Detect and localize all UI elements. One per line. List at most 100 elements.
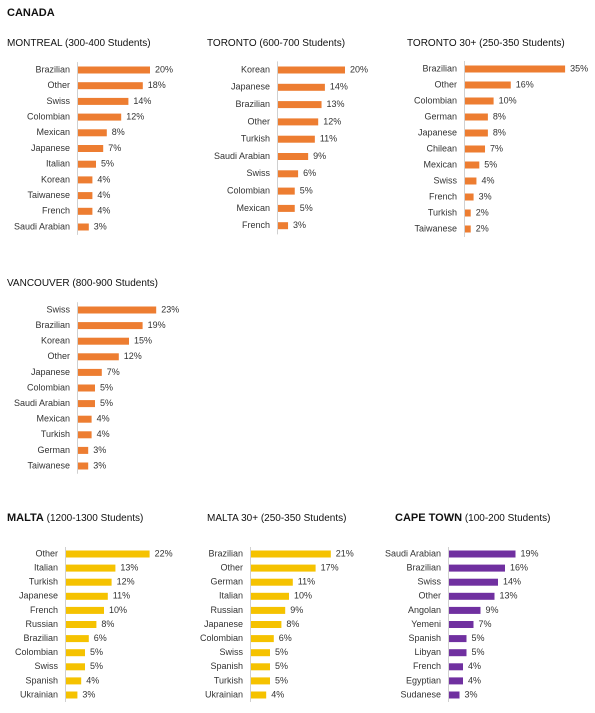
category-label: Taiwanese: [27, 190, 70, 200]
value-label: 4%: [468, 675, 481, 685]
value-label: 4%: [481, 175, 494, 185]
chart-subtitle: (250-350 Students): [261, 513, 347, 524]
category-label: Colombian: [27, 382, 70, 392]
category-label: Other: [247, 116, 270, 126]
bar: [465, 161, 480, 169]
value-label: 4%: [97, 174, 110, 184]
category-label: Saudi Arabian: [14, 398, 70, 408]
category-label: Colombian: [15, 647, 58, 657]
category-label: Sudanese: [400, 689, 441, 699]
bar: [66, 677, 82, 685]
chart-title: CAPE TOWN (100-200 Students): [395, 512, 550, 524]
chart-subtitle: (250-350 Students): [479, 38, 565, 49]
bar: [78, 113, 122, 121]
bar: [66, 564, 116, 572]
value-label: 7%: [108, 143, 121, 153]
bar: [251, 592, 289, 600]
value-label: 5%: [472, 633, 485, 643]
bar: [251, 663, 270, 671]
value-label: 5%: [90, 647, 103, 657]
bar: [78, 400, 95, 408]
category-label: German: [424, 111, 457, 121]
chart-title-name: TORONTO 30+: [407, 38, 477, 49]
value-label: 21%: [336, 548, 354, 558]
category-label: Other: [35, 548, 58, 558]
category-label: Saudi Arabian: [385, 548, 441, 558]
value-label: 18%: [148, 80, 166, 90]
bar: [251, 677, 270, 685]
bar: [465, 177, 477, 185]
category-label: Angolan: [408, 605, 441, 615]
value-label: 4%: [97, 414, 110, 424]
value-label: 3%: [94, 221, 107, 231]
category-label: Ukrainian: [205, 689, 243, 699]
value-label: 5%: [100, 382, 113, 392]
bar: [78, 207, 93, 215]
category-label: Brazilian: [35, 64, 70, 74]
bar: [278, 204, 295, 212]
bar: [78, 431, 92, 439]
bar: [251, 649, 270, 657]
bar: [251, 606, 286, 614]
bar: [251, 578, 293, 586]
value-label: 2%: [476, 223, 489, 233]
value-label: 22%: [155, 548, 173, 558]
bar: [66, 606, 104, 614]
bar: [66, 578, 112, 586]
chart-title-name: MALTA 30+: [207, 513, 258, 524]
value-label: 7%: [107, 367, 120, 377]
chart-title: MALTA 30+ (250-350 Students): [207, 513, 346, 524]
category-label: French: [413, 661, 441, 671]
chart-title-name: VANCOUVER: [7, 278, 70, 289]
chart-title-name: MONTREAL: [7, 38, 63, 49]
category-label: Taiwanese: [27, 460, 70, 470]
bar: [278, 66, 345, 74]
value-label: 5%: [275, 661, 288, 671]
bar: [78, 160, 96, 168]
bar: [78, 368, 102, 376]
bar: [465, 209, 471, 217]
value-label: 8%: [101, 619, 114, 629]
category-label: Brazilian: [23, 633, 58, 643]
bar: [78, 462, 89, 470]
value-label: 3%: [479, 191, 492, 201]
value-label: 5%: [101, 159, 114, 169]
value-label: 5%: [300, 203, 313, 213]
chart-subtitle: (100-200 Students): [465, 513, 551, 524]
value-label: 14%: [133, 96, 151, 106]
chart-title: TORONTO 30+ (250-350 Students): [407, 38, 565, 49]
bar: [449, 663, 463, 671]
bar: [251, 564, 316, 572]
category-label: Russian: [25, 619, 58, 629]
category-label: Italian: [34, 562, 58, 572]
category-label: Yemeni: [411, 619, 441, 629]
value-label: 8%: [493, 111, 506, 121]
value-label: 20%: [350, 64, 368, 74]
value-label: 19%: [521, 548, 539, 558]
value-label: 14%: [330, 82, 348, 92]
value-label: 11%: [298, 577, 315, 587]
category-label: French: [42, 206, 70, 216]
category-label: Ukrainian: [20, 689, 58, 699]
category-label: Japanese: [31, 143, 70, 153]
value-label: 5%: [484, 159, 497, 169]
category-label: Korean: [41, 174, 70, 184]
value-label: 12%: [117, 577, 135, 587]
category-label: Libyan: [414, 647, 441, 657]
value-label: 3%: [93, 460, 106, 470]
value-label: 4%: [97, 429, 110, 439]
category-label: Other: [47, 80, 70, 90]
category-label: German: [210, 577, 243, 587]
category-label: Brazilian: [235, 99, 270, 109]
category-label: Other: [220, 562, 243, 572]
heading: CANADA: [7, 7, 55, 19]
category-label: Japanese: [418, 127, 457, 137]
value-label: 4%: [86, 675, 99, 685]
category-label: Swiss: [34, 661, 58, 671]
bar: [465, 225, 471, 233]
bar: [78, 97, 129, 105]
bar: [78, 384, 95, 392]
bar: [449, 592, 495, 600]
category-label: Swiss: [219, 647, 243, 657]
value-label: 4%: [271, 689, 284, 699]
